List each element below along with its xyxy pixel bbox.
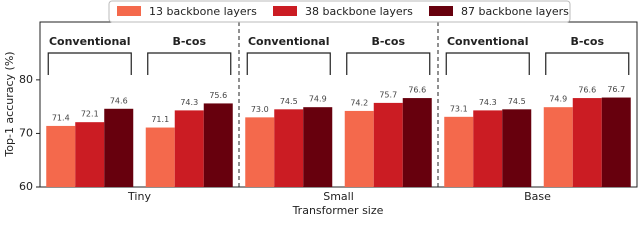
value-label: 74.9: [309, 95, 327, 104]
bar: [104, 108, 134, 187]
value-label: 76.7: [607, 85, 625, 94]
value-label: 74.2: [350, 98, 368, 107]
page: Transformer size Top-1 accuracy (%) 60 70…: [3, 0, 638, 217]
bar: [303, 107, 333, 187]
bracket-label: Conventional: [248, 35, 330, 48]
value-label: 75.6: [209, 91, 227, 100]
legend-swatch: [273, 6, 297, 16]
x-tick-label: Tiny: [127, 190, 151, 203]
bar: [75, 122, 105, 187]
value-label: 73.0: [251, 105, 269, 114]
bracket-label: Conventional: [49, 35, 131, 48]
bar: [373, 102, 403, 187]
bar: [502, 109, 532, 187]
bar: [145, 127, 175, 187]
bar: [274, 109, 304, 187]
legend-swatch: [117, 6, 141, 16]
bar: [245, 117, 275, 187]
bracket-label: Conventional: [447, 35, 529, 48]
value-label: 73.1: [450, 104, 468, 113]
value-label: 75.7: [379, 90, 397, 99]
legend-label: 87 backbone layers: [461, 5, 569, 18]
value-label: 74.5: [280, 97, 298, 106]
bar: [572, 98, 602, 187]
legend-label: 13 backbone layers: [149, 5, 257, 18]
y-tick-label: 70: [19, 126, 33, 139]
y-axis-label: Top-1 accuracy (%): [3, 51, 16, 157]
bracket: [346, 52, 431, 75]
bar: [402, 98, 432, 187]
bar: [46, 125, 76, 187]
value-label: 71.1: [151, 115, 169, 124]
value-label: 74.6: [110, 96, 128, 105]
bar: [601, 97, 631, 187]
bar: [203, 103, 233, 187]
x-tick-label: Base: [524, 190, 551, 203]
bracket-label: B-cos: [371, 35, 405, 48]
chart: Transformer size Top-1 accuracy (%) 60 70…: [3, 0, 638, 217]
value-label: 71.4: [52, 113, 70, 122]
value-label: 74.5: [508, 97, 526, 106]
bar: [444, 116, 474, 187]
value-label: 74.3: [180, 98, 198, 107]
bracket-label: B-cos: [570, 35, 604, 48]
value-label: 76.6: [408, 86, 426, 95]
value-label: 74.9: [549, 95, 567, 104]
bar: [543, 107, 573, 187]
value-label: 72.1: [81, 110, 99, 119]
bracket: [147, 52, 232, 75]
bar: [344, 110, 374, 187]
x-axis-label: Transformer size: [292, 204, 384, 217]
y-tick-label: 60: [19, 180, 33, 193]
bracket: [47, 52, 132, 75]
value-label: 74.3: [479, 98, 497, 107]
bracket: [545, 52, 630, 75]
legend-label: 38 backbone layers: [305, 5, 413, 18]
value-label: 76.6: [578, 86, 596, 95]
legend-swatch: [429, 6, 453, 16]
bar: [174, 110, 204, 187]
x-tick-label: Small: [323, 190, 354, 203]
bracket-label: B-cos: [172, 35, 206, 48]
bracket: [246, 52, 331, 75]
y-tick-label: 80: [19, 73, 33, 86]
bar: [473, 110, 503, 187]
bracket: [445, 52, 530, 75]
legend-box: [108, 0, 571, 23]
